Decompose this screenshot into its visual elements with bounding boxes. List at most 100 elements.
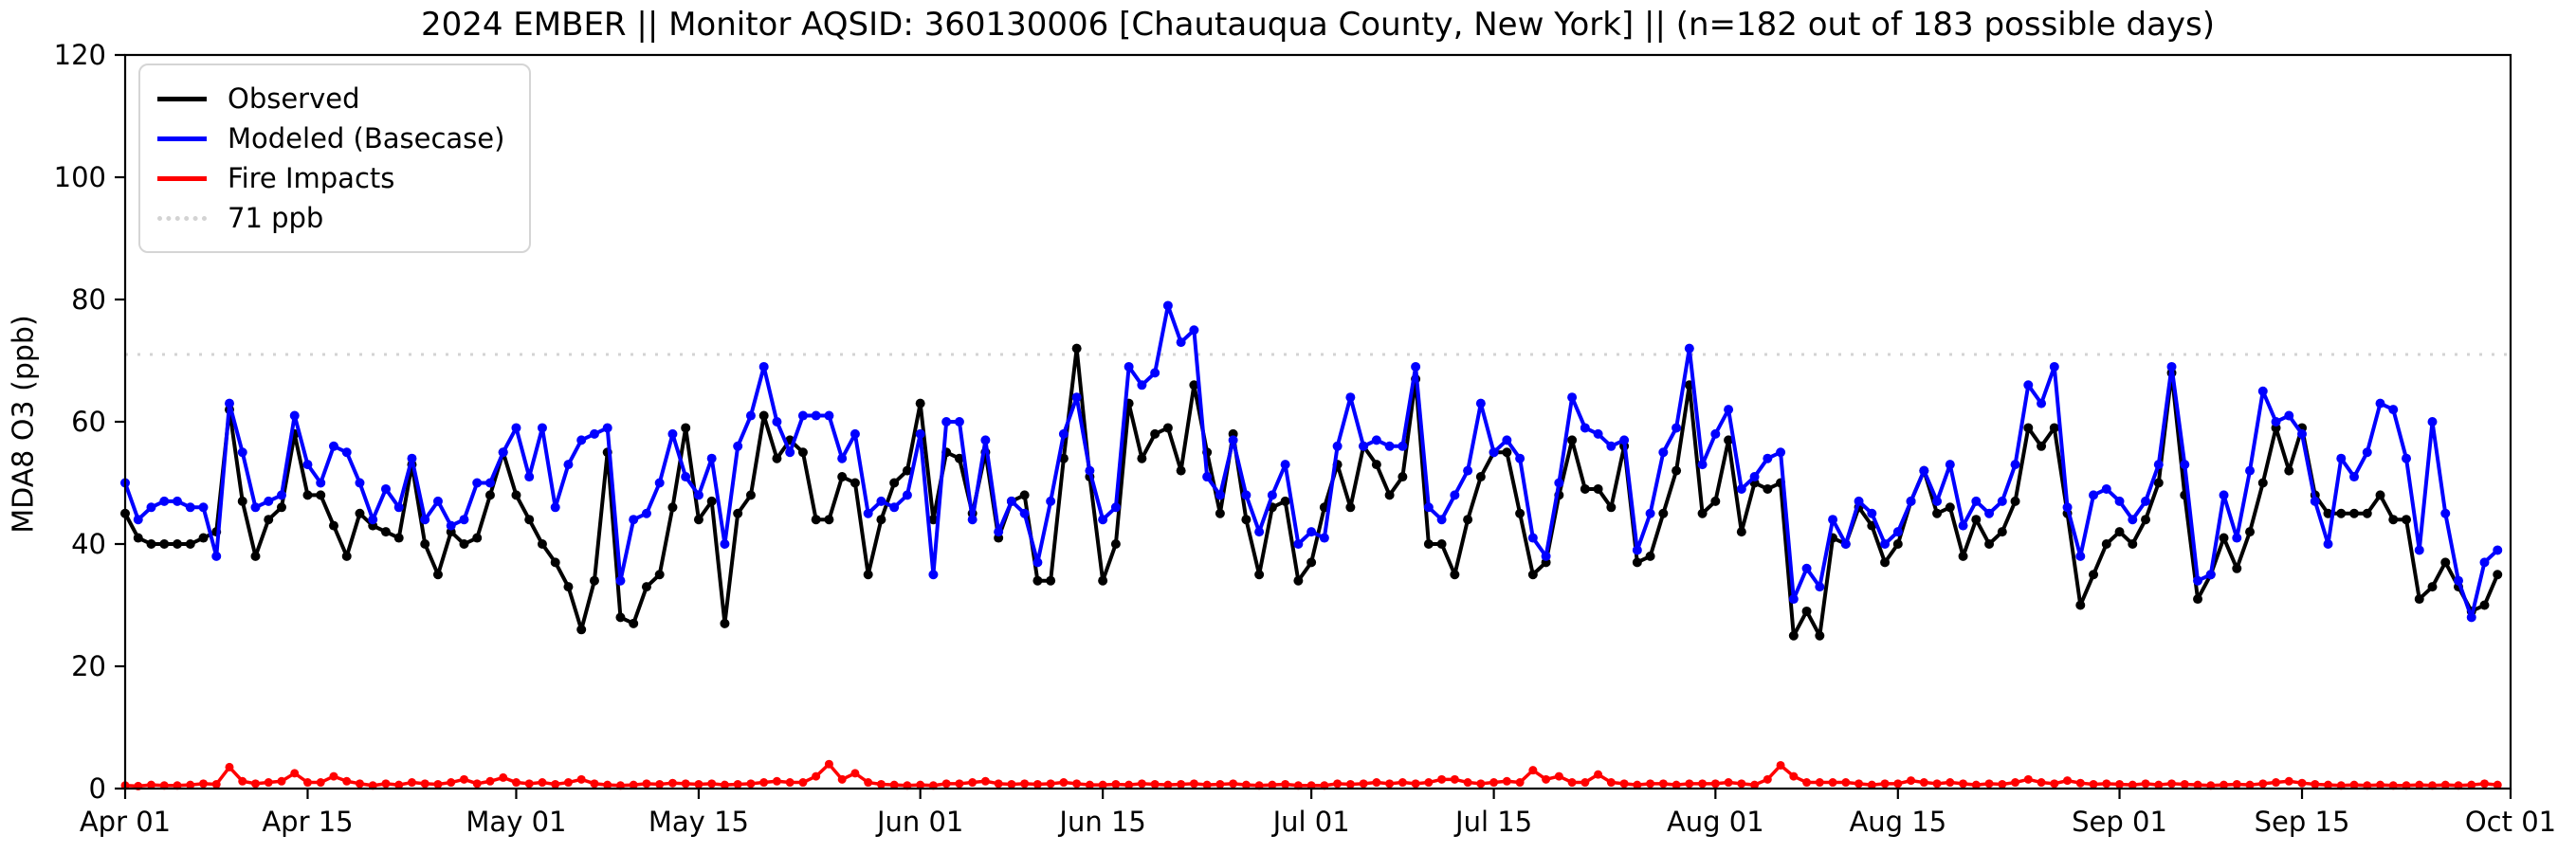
data-point — [2427, 582, 2438, 592]
data-point — [1436, 515, 1447, 525]
data-point — [576, 435, 587, 445]
data-point — [2219, 533, 2229, 543]
data-point — [1463, 778, 1472, 788]
data-point — [1763, 453, 1773, 463]
data-point — [433, 779, 443, 789]
data-point — [2037, 441, 2047, 451]
data-point — [484, 490, 495, 500]
data-point — [1359, 779, 1368, 789]
data-point — [1880, 557, 1891, 568]
data-point — [641, 508, 651, 518]
data-point — [1567, 392, 1578, 403]
data-point — [1750, 780, 1760, 789]
data-point — [1997, 527, 2007, 537]
data-point — [407, 778, 416, 788]
data-point — [1437, 774, 1447, 784]
data-point — [2414, 545, 2424, 555]
data-point — [1527, 533, 1538, 543]
data-point — [1085, 780, 1094, 789]
data-point — [2440, 557, 2451, 568]
data-point — [1633, 780, 1642, 789]
data-point — [1958, 520, 1968, 531]
data-point — [1502, 447, 1512, 458]
x-tick-label: Jun 01 — [875, 806, 963, 838]
data-point — [524, 472, 535, 482]
data-point — [211, 551, 222, 561]
data-point — [2467, 780, 2476, 789]
data-point — [1110, 502, 1121, 513]
data-point — [2336, 508, 2347, 518]
data-point — [681, 472, 691, 482]
data-point — [1098, 575, 1108, 586]
data-point — [1189, 779, 1198, 789]
data-point — [745, 410, 756, 421]
data-point — [759, 778, 769, 788]
chart-title: 2024 EMBER || Monitor AQSID: 360130006 [… — [420, 6, 2216, 44]
data-point — [1189, 380, 1199, 390]
data-point — [2010, 496, 2020, 506]
data-point — [1058, 428, 1069, 439]
data-point — [381, 779, 391, 789]
data-point — [602, 423, 612, 433]
data-point — [1801, 563, 1812, 573]
data-point — [355, 779, 364, 789]
data-point — [551, 779, 560, 789]
data-point — [2493, 780, 2502, 789]
data-point — [432, 496, 443, 506]
data-point — [1946, 778, 1955, 788]
data-point — [342, 776, 352, 786]
data-point — [1737, 779, 1746, 789]
data-point — [916, 780, 925, 789]
data-point — [2232, 533, 2242, 543]
data-point — [1059, 778, 1069, 788]
data-point — [1333, 779, 1343, 789]
data-point — [2023, 774, 2033, 784]
data-point — [1268, 780, 1277, 789]
data-point — [1646, 779, 1655, 789]
data-point — [694, 779, 703, 789]
data-point — [146, 780, 155, 789]
data-point — [1736, 483, 1746, 494]
data-point — [772, 776, 781, 786]
data-point — [1150, 368, 1160, 378]
data-point — [524, 515, 535, 525]
data-point — [889, 780, 899, 789]
data-point — [538, 778, 547, 788]
data-point — [1150, 779, 1160, 789]
data-point — [837, 774, 847, 784]
data-point — [2479, 600, 2490, 610]
data-point — [864, 778, 873, 788]
data-point — [1724, 778, 1733, 788]
data-point — [1710, 428, 1721, 439]
data-point — [1880, 539, 1891, 549]
data-point — [368, 515, 378, 525]
data-point — [1684, 343, 1694, 354]
data-point — [563, 460, 574, 470]
data-point — [2349, 508, 2360, 518]
data-point — [1384, 490, 1395, 500]
x-tick-label: May 01 — [466, 806, 566, 838]
data-point — [1893, 779, 1903, 789]
data-point — [198, 779, 208, 789]
data-point — [2323, 539, 2333, 549]
data-point — [706, 453, 717, 463]
data-point — [537, 539, 547, 549]
data-point — [237, 447, 247, 458]
data-point — [420, 779, 429, 789]
data-point — [1137, 453, 1147, 463]
data-point — [1658, 779, 1668, 789]
data-point — [159, 496, 170, 506]
data-point — [1254, 527, 1265, 537]
data-point — [1281, 779, 1290, 789]
data-point — [2037, 398, 2047, 408]
data-point — [1137, 380, 1147, 390]
data-point — [1032, 575, 1043, 586]
data-point — [1840, 539, 1851, 549]
data-point — [1828, 778, 1837, 788]
data-point — [380, 527, 391, 537]
data-point — [1567, 435, 1578, 445]
data-point — [706, 496, 717, 506]
data-point — [1280, 460, 1290, 470]
data-point — [2479, 557, 2490, 568]
